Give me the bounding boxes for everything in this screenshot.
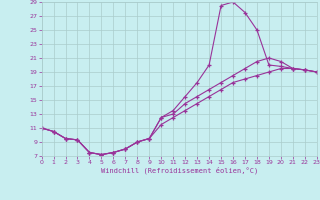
X-axis label: Windchill (Refroidissement éolien,°C): Windchill (Refroidissement éolien,°C): [100, 167, 258, 174]
